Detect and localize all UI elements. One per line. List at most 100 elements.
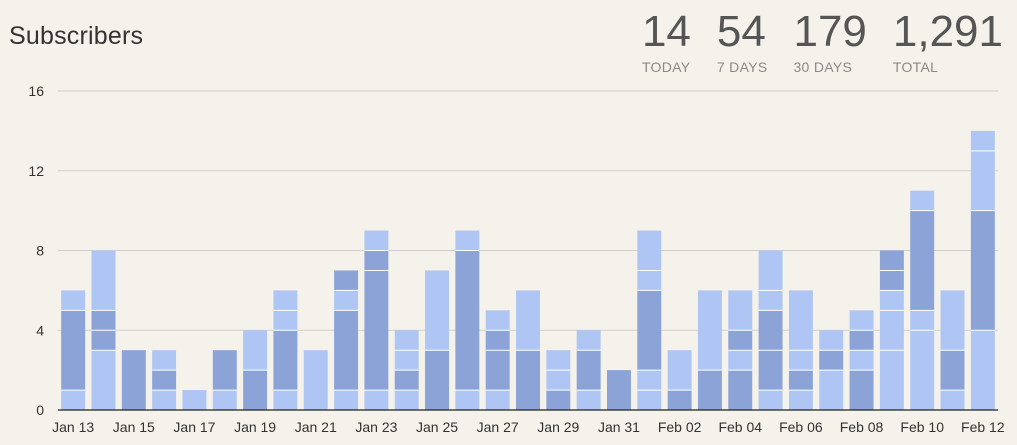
bar-segment [212, 350, 237, 391]
grid-layer [58, 90, 998, 331]
bar-segment [546, 350, 571, 371]
bar-segment [485, 390, 510, 410]
x-tick-label: Feb 04 [718, 419, 762, 435]
bar-segment [970, 130, 995, 151]
bar-segment [970, 150, 995, 211]
stat-total-value: 1,291 [892, 7, 1003, 56]
bar-segment [516, 350, 540, 410]
y-tick-label: 12 [28, 163, 44, 179]
stats-summary: 14 TODAY 54 7 DAYS 179 30 DAYS 1,291 TOT… [616, 6, 1003, 75]
y-tick-label: 4 [36, 322, 44, 338]
stat-today-label: TODAY [641, 59, 691, 75]
bar-segment [758, 290, 783, 311]
labels-layer: 0 4 8 12 16 Jan 13 Jan 15 Jan 17 Jan 19 Jan 21 Jan… [28, 83, 1004, 435]
bar-segment [819, 370, 844, 410]
bar-segment [576, 330, 601, 351]
bar-segment [879, 310, 904, 351]
x-tick-label: Jan 13 [52, 419, 94, 435]
bar-segment [364, 230, 389, 251]
bar-segment [243, 370, 268, 410]
bar-segment [394, 330, 419, 351]
bar-segment [485, 330, 510, 351]
bar-segment [637, 230, 662, 271]
bar-segment [182, 390, 207, 410]
x-tick-label: Jan 29 [537, 419, 579, 435]
bar-segment [819, 350, 844, 371]
bar-segment [576, 350, 601, 391]
x-tick-label: Jan 31 [598, 419, 640, 435]
bar-segment [61, 310, 86, 391]
stat-30-days: 179 30 DAYS [793, 6, 866, 75]
bar-segment [273, 290, 298, 311]
bar-segment [970, 210, 995, 331]
bar-segment [364, 390, 389, 410]
bar-segment [394, 370, 419, 391]
bar-segment [758, 310, 783, 351]
bar-segment [849, 350, 874, 371]
bar-segment [940, 390, 965, 410]
bar-segment [425, 350, 450, 410]
x-tick-label: Jan 27 [477, 419, 519, 435]
bar-segment [910, 330, 935, 410]
bar-segment [606, 370, 631, 410]
bar-segment [879, 350, 904, 410]
bar-segment [788, 350, 813, 371]
bar-segment [91, 310, 116, 331]
x-tick-label: Feb 08 [840, 419, 884, 435]
bar-segment [455, 230, 480, 251]
bar-segment [303, 350, 328, 410]
bar-segment [637, 290, 662, 371]
bar-segment [819, 330, 844, 351]
bar-segment [910, 310, 935, 331]
stat-7-days: 54 7 DAYS [717, 6, 768, 75]
x-tick-label: Jan 17 [173, 419, 215, 435]
bar-segment [546, 390, 571, 410]
bar-segment [273, 390, 298, 410]
x-tick-label: Jan 23 [355, 419, 397, 435]
bar-segment [879, 250, 904, 271]
stat-30-days-value: 179 [793, 7, 867, 56]
bar-segment [546, 370, 571, 391]
bar-segment [576, 390, 601, 410]
y-tick-label: 8 [36, 243, 44, 259]
bar-segment [697, 290, 722, 371]
bar-segment [637, 370, 662, 391]
x-tick-label: Jan 25 [416, 419, 458, 435]
bar-segment [788, 370, 813, 391]
stat-7-days-value: 54 [716, 7, 766, 56]
bar-segment [849, 310, 874, 331]
bar-segment [212, 390, 237, 410]
bar-segment [121, 350, 146, 410]
bar-segment [334, 390, 359, 410]
bar-segment [940, 350, 965, 391]
y-tick-label: 0 [36, 402, 44, 418]
bar-segment [849, 370, 874, 410]
bar-segment [637, 270, 662, 291]
bar-segment [455, 390, 480, 410]
bar-segment [273, 310, 298, 331]
bar-segment [667, 390, 692, 410]
bar-segment [849, 330, 874, 351]
bar-segment [394, 390, 419, 410]
chart-title: Subscribers [9, 22, 144, 50]
bar-segment [364, 250, 389, 271]
bar-segment [334, 290, 359, 311]
stat-30-days-label: 30 DAYS [793, 59, 853, 75]
bar-segment [667, 350, 692, 391]
stat-7-days-label: 7 DAYS [716, 59, 768, 75]
x-tick-label: Feb 10 [900, 419, 944, 435]
bar-segment [758, 390, 783, 410]
bar-segment [940, 290, 965, 351]
x-tick-label: Jan 15 [113, 419, 155, 435]
bar-segment [91, 330, 116, 351]
bar-segment [758, 250, 783, 291]
bar-segment [394, 350, 419, 371]
bar-segment [728, 370, 753, 410]
bar-segment [970, 330, 995, 410]
bar-segment [61, 390, 86, 410]
bar-segment [485, 350, 510, 391]
bar-segment [152, 350, 177, 371]
bar-segment [516, 290, 540, 351]
x-tick-label: Feb 12 [961, 419, 1005, 435]
